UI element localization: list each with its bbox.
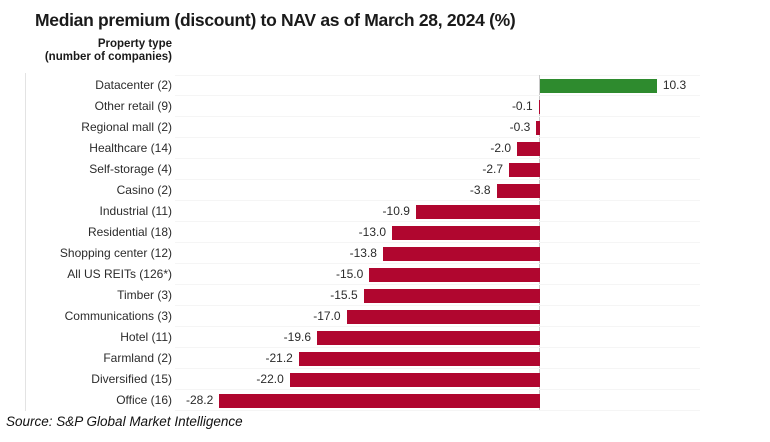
category-label: Hotel (11) — [120, 330, 172, 344]
row-gridline — [175, 326, 700, 327]
category-label: Industrial (11) — [99, 204, 172, 218]
value-label: -3.8 — [469, 183, 491, 197]
chart-title: Median premium (discount) to NAV as of M… — [35, 10, 516, 30]
value-label: -10.9 — [382, 204, 410, 218]
plot-top-gridline — [175, 75, 700, 76]
row-gridline — [175, 179, 700, 180]
category-label: Residential (18) — [87, 225, 172, 239]
y-axis-header-line2: (number of companies) — [44, 51, 172, 63]
category-label: Datacenter (2) — [95, 78, 172, 92]
category-label: Farmland (2) — [103, 351, 172, 365]
row-gridline — [175, 284, 700, 285]
value-label: -0.1 — [511, 99, 533, 113]
bar-negative — [415, 204, 540, 219]
category-label: Regional mall (2) — [81, 120, 172, 134]
bar-negative — [363, 288, 540, 303]
value-label: -28.2 — [185, 393, 214, 407]
bar-negative — [517, 141, 540, 156]
row-gridline — [175, 263, 700, 264]
category-label: Healthcare (14) — [89, 141, 172, 155]
bar-negative — [536, 120, 540, 135]
bar-negative — [392, 225, 540, 240]
bar-chart-plot-area: Datacenter (2) 10.3 Other retail (9) -0.1 Re… — [0, 75, 770, 411]
bar-negative — [219, 393, 540, 408]
value-label: -22.0 — [256, 372, 284, 386]
row-gridline — [175, 347, 700, 348]
row-gridline — [175, 95, 700, 96]
bar-negative — [382, 246, 540, 261]
row-gridline — [175, 221, 700, 222]
value-label: 10.3 — [662, 78, 687, 92]
bar-negative — [317, 330, 540, 345]
row-gridline — [175, 242, 700, 243]
value-label: -13.0 — [358, 225, 387, 239]
value-label: -19.6 — [283, 330, 312, 344]
plot-left-frame-line — [25, 73, 26, 411]
value-label: -0.3 — [509, 120, 531, 134]
value-label: -15.5 — [330, 288, 358, 302]
row-gridline — [175, 410, 700, 411]
value-label: -21.2 — [265, 351, 293, 365]
category-label: Communications (3) — [64, 309, 172, 323]
bar-negative — [289, 372, 540, 387]
row-gridline — [175, 137, 700, 138]
value-label: -13.8 — [349, 246, 377, 260]
category-label: Diversified (15) — [91, 372, 172, 386]
row-gridline — [175, 200, 700, 201]
row-gridline — [175, 389, 700, 390]
row-gridline — [175, 305, 700, 306]
bar-positive — [539, 78, 657, 93]
y-axis-header-line1: Property type — [97, 38, 172, 50]
row-gridline — [175, 158, 700, 159]
bar-negative — [509, 162, 540, 177]
value-label: -2.0 — [490, 141, 512, 155]
bar-negative — [346, 309, 540, 324]
bar-negative — [369, 267, 540, 282]
category-label: All US REITs (126*) — [67, 267, 172, 281]
category-label: Other retail (9) — [94, 99, 172, 113]
value-label: -17.0 — [313, 309, 341, 323]
category-label: Office (16) — [116, 393, 172, 407]
bar-negative — [298, 351, 540, 366]
category-label: Self-storage (4) — [89, 162, 172, 176]
category-label: Shopping center (12) — [59, 246, 172, 260]
bar-negative — [496, 183, 540, 198]
row-gridline — [175, 116, 700, 117]
category-label: Casino (2) — [116, 183, 172, 197]
row-gridline — [175, 368, 700, 369]
value-label: -15.0 — [335, 267, 364, 281]
y-axis-header: Property type (number of companies) — [0, 38, 172, 64]
zero-axis-line — [539, 75, 541, 411]
bar-negative — [538, 99, 540, 114]
category-label: Timber (3) — [117, 288, 172, 302]
source-note: Source: S&P Global Market Intelligence — [6, 414, 243, 429]
value-label: -2.7 — [482, 162, 504, 176]
